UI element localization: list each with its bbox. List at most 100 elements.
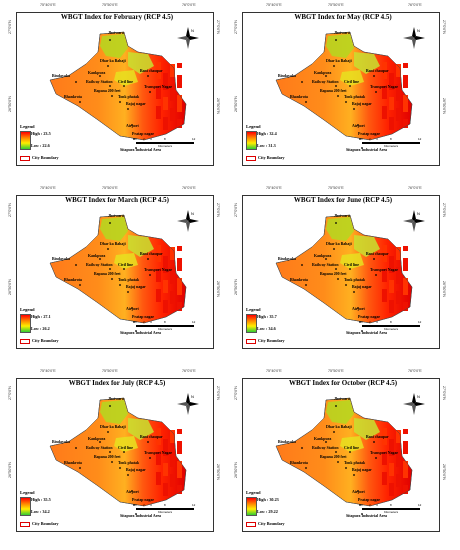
heat-cell xyxy=(403,95,408,100)
heat-cell xyxy=(177,79,182,84)
scale-tick: 4 xyxy=(376,137,378,141)
place-label-pratap-nagar: Pratap nagar xyxy=(358,315,381,319)
legend: Legend High : 35.7 Low : 34.6 City Bound… xyxy=(246,307,306,344)
heat-cell xyxy=(170,255,175,260)
heat-map-area xyxy=(49,31,187,149)
heat-cell xyxy=(156,269,161,274)
heat-cell xyxy=(156,297,161,302)
place-marker xyxy=(361,513,363,515)
heat-cell xyxy=(170,291,175,296)
legend-title: Legend xyxy=(246,490,261,495)
legend-title: Legend xyxy=(246,124,261,129)
heat-cell xyxy=(163,304,168,309)
heat-cell xyxy=(403,485,408,490)
cool-zone xyxy=(100,217,128,241)
place-marker xyxy=(109,268,111,270)
place-label-bapana-200-feet: Bapana 200 feet xyxy=(320,455,347,459)
heat-cell xyxy=(177,266,182,271)
heat-cell xyxy=(170,92,175,97)
heat-cell xyxy=(177,258,182,263)
coord-left-top: 27°0'0"N xyxy=(234,386,238,400)
place-marker xyxy=(111,95,113,97)
heat-cell xyxy=(177,445,182,450)
coord-right-top: 27°0'0"N xyxy=(216,20,220,34)
heat-cell xyxy=(396,450,401,455)
place-label-railway-station: Railway Station xyxy=(312,263,339,267)
heat-cell xyxy=(403,489,408,494)
place-marker xyxy=(337,278,339,280)
scale-tick: 12 xyxy=(418,320,422,324)
heat-cell xyxy=(389,73,394,78)
heat-cell xyxy=(382,289,387,294)
heat-cell xyxy=(382,114,387,119)
heat-cell xyxy=(396,295,401,300)
heat-map-area xyxy=(49,397,187,515)
place-label-bapana-200-feet: Bapana 200 feet xyxy=(320,272,347,276)
place-marker xyxy=(301,81,303,83)
place-label-bajaj-nagar: Bajaj nagar xyxy=(352,102,372,106)
place-label-airport: Airport xyxy=(352,490,365,494)
place-marker xyxy=(75,264,77,266)
place-label-pratap-nagar: Pratap nagar xyxy=(358,132,381,136)
coord-left-top: 27°0'0"N xyxy=(8,386,12,400)
heat-cell xyxy=(163,288,168,293)
heat-cell xyxy=(403,306,408,311)
legend: Legend High : 23.5 Low : 22.6 City Bound… xyxy=(20,124,80,161)
scale-tick: 8 xyxy=(164,320,166,324)
place-marker xyxy=(79,284,81,286)
heat-cell xyxy=(156,94,161,99)
place-marker xyxy=(373,258,375,260)
heat-cell xyxy=(163,487,168,492)
coord-left-top: 27°0'0"N xyxy=(8,20,12,34)
coord-right-top: 27°0'0"N xyxy=(442,386,446,400)
place-label-bapana-200-feet: Bapana 200 feet xyxy=(94,89,121,93)
place-marker xyxy=(337,461,339,463)
heat-cell xyxy=(156,66,161,71)
north-arrow-icon: N xyxy=(177,393,199,415)
heat-cell xyxy=(156,460,161,465)
coord-top-left: 75°40'0"E xyxy=(266,369,282,373)
place-label-transport-nagar: Transport Nagar xyxy=(370,451,399,455)
heat-cell xyxy=(177,485,182,490)
coord-top-left: 75°40'0"E xyxy=(40,3,56,7)
place-label-jhotwara: Jhotwara xyxy=(334,214,350,218)
heat-cell xyxy=(389,101,394,106)
place-label-tonk-phatak: Tonk phatak xyxy=(344,278,366,282)
place-marker xyxy=(131,490,133,492)
heat-cell xyxy=(156,277,161,282)
place-marker xyxy=(107,65,109,67)
place-label-bindayaka: Bindayaka xyxy=(52,440,70,444)
legend-city-boundary: City Boundary xyxy=(246,521,285,527)
heat-cell xyxy=(403,103,408,108)
cool-zone xyxy=(340,70,364,86)
heat-cell xyxy=(163,117,168,122)
place-label-pratap-nagar: Pratap nagar xyxy=(132,498,155,502)
heat-cell xyxy=(403,75,408,80)
heat-cell xyxy=(156,293,161,298)
heat-cell xyxy=(403,286,408,291)
heat-cell xyxy=(389,487,394,492)
place-marker xyxy=(349,451,351,453)
cool-zone xyxy=(100,400,128,424)
legend-high: High : 35.5 xyxy=(31,497,51,502)
cool-zone xyxy=(354,52,380,74)
place-label-transport-nagar: Transport Nagar xyxy=(144,85,173,89)
heat-cell xyxy=(403,282,408,287)
place-marker xyxy=(337,95,339,97)
heat-cell xyxy=(396,108,401,113)
city-boundary-label: City Boundary xyxy=(258,338,285,343)
place-marker xyxy=(147,75,149,77)
coord-top-mid: 75°50'0"E xyxy=(328,3,344,7)
heat-cell xyxy=(177,473,182,478)
scale-tick: 4 xyxy=(376,503,378,507)
heat-cell xyxy=(177,290,182,295)
heat-cell xyxy=(156,436,161,441)
heat-map-area xyxy=(49,214,187,332)
heat-cell xyxy=(382,293,387,298)
legend: Legend High : 35.5 Low : 34.2 City Bound… xyxy=(20,490,80,527)
place-marker xyxy=(119,101,121,103)
place-label-railway-station: Railway Station xyxy=(312,80,339,84)
place-label-kankpura: Kankpura xyxy=(88,254,106,258)
heat-cell xyxy=(170,299,175,304)
coord-top-right: 76°0'0"E xyxy=(408,186,422,190)
